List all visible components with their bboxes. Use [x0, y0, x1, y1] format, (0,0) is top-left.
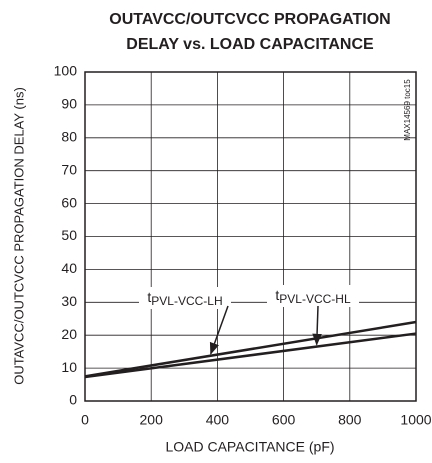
x-tick-label: 0	[81, 412, 89, 428]
y-tick-label: 0	[69, 392, 77, 408]
label-background	[139, 287, 231, 309]
y-tick-label: 40	[61, 260, 77, 276]
chart-title: DELAY vs. LOAD CAPACITANCE	[126, 36, 374, 53]
x-tick-label: 600	[272, 412, 296, 428]
x-tick-label: 1000	[400, 412, 431, 428]
x-axis-label: LOAD CAPACITANCE (pF)	[165, 439, 334, 455]
x-tick-label: 800	[338, 412, 362, 428]
y-tick-label: 90	[61, 96, 77, 112]
data-line	[84, 332, 417, 379]
series-label-part: PVL-VCC-HL	[279, 292, 351, 306]
plot-frame	[84, 71, 417, 402]
label-background	[267, 285, 359, 307]
y-axis-label: OUTAVCC/OUTCVCC PROPAGATION DELAY (ns)	[11, 87, 26, 385]
y-tick-label: 100	[54, 63, 78, 79]
annotation-arrow	[312, 305, 322, 346]
series-label-part: t	[275, 287, 279, 303]
y-tick-label: 10	[61, 359, 77, 375]
y-tick-label: 70	[61, 161, 77, 177]
series-label: tPVL-VCC-LH	[147, 289, 222, 308]
y-tick-label: 20	[61, 326, 77, 342]
series-label: tPVL-VCC-HL	[275, 287, 351, 306]
y-tick-label: 80	[61, 129, 77, 145]
y-tick-label: 30	[61, 293, 77, 309]
y-tick-label: 50	[61, 227, 77, 243]
annotation-arrow	[209, 305, 229, 355]
chart-title: OUTAVCC/OUTCVCC PROPAGATION	[109, 11, 390, 28]
data-line	[84, 320, 417, 378]
figure-note: MAX14569 toc15	[403, 79, 412, 141]
x-tick-label: 200	[140, 412, 164, 428]
series-label-part: t	[147, 289, 151, 305]
series-label-part: PVL-VCC-LH	[151, 294, 222, 308]
x-tick-label: 400	[206, 412, 230, 428]
y-tick-label: 60	[61, 194, 77, 210]
